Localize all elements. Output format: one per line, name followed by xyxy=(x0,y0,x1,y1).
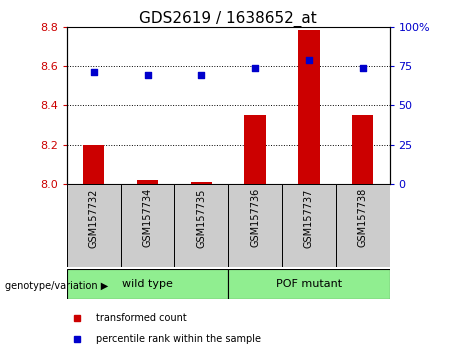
Bar xyxy=(336,184,390,267)
Bar xyxy=(298,30,319,184)
Text: GSM157737: GSM157737 xyxy=(304,188,314,247)
Bar xyxy=(67,269,228,299)
Text: GSM157734: GSM157734 xyxy=(142,188,153,247)
Bar xyxy=(244,115,266,184)
Text: GSM157736: GSM157736 xyxy=(250,188,260,247)
Bar xyxy=(228,269,390,299)
Bar xyxy=(228,184,282,267)
Point xyxy=(198,73,205,78)
Text: percentile rank within the sample: percentile rank within the sample xyxy=(96,333,261,344)
Point xyxy=(359,65,366,70)
Bar xyxy=(83,145,105,184)
Bar xyxy=(282,184,336,267)
Bar xyxy=(190,182,212,184)
Bar xyxy=(67,184,121,267)
Point xyxy=(251,65,259,70)
Text: transformed count: transformed count xyxy=(96,313,187,323)
Point xyxy=(305,57,313,62)
Bar xyxy=(121,184,174,267)
Text: wild type: wild type xyxy=(122,279,173,289)
Text: GSM157738: GSM157738 xyxy=(358,188,368,247)
Bar xyxy=(174,184,228,267)
Bar xyxy=(352,115,373,184)
Point xyxy=(144,73,151,78)
Bar xyxy=(137,180,158,184)
Text: genotype/variation ▶: genotype/variation ▶ xyxy=(5,281,108,291)
Point xyxy=(90,69,97,75)
Text: GSM157735: GSM157735 xyxy=(196,188,207,247)
Title: GDS2619 / 1638652_at: GDS2619 / 1638652_at xyxy=(139,10,317,27)
Text: POF mutant: POF mutant xyxy=(276,279,342,289)
Text: GSM157732: GSM157732 xyxy=(89,188,99,247)
